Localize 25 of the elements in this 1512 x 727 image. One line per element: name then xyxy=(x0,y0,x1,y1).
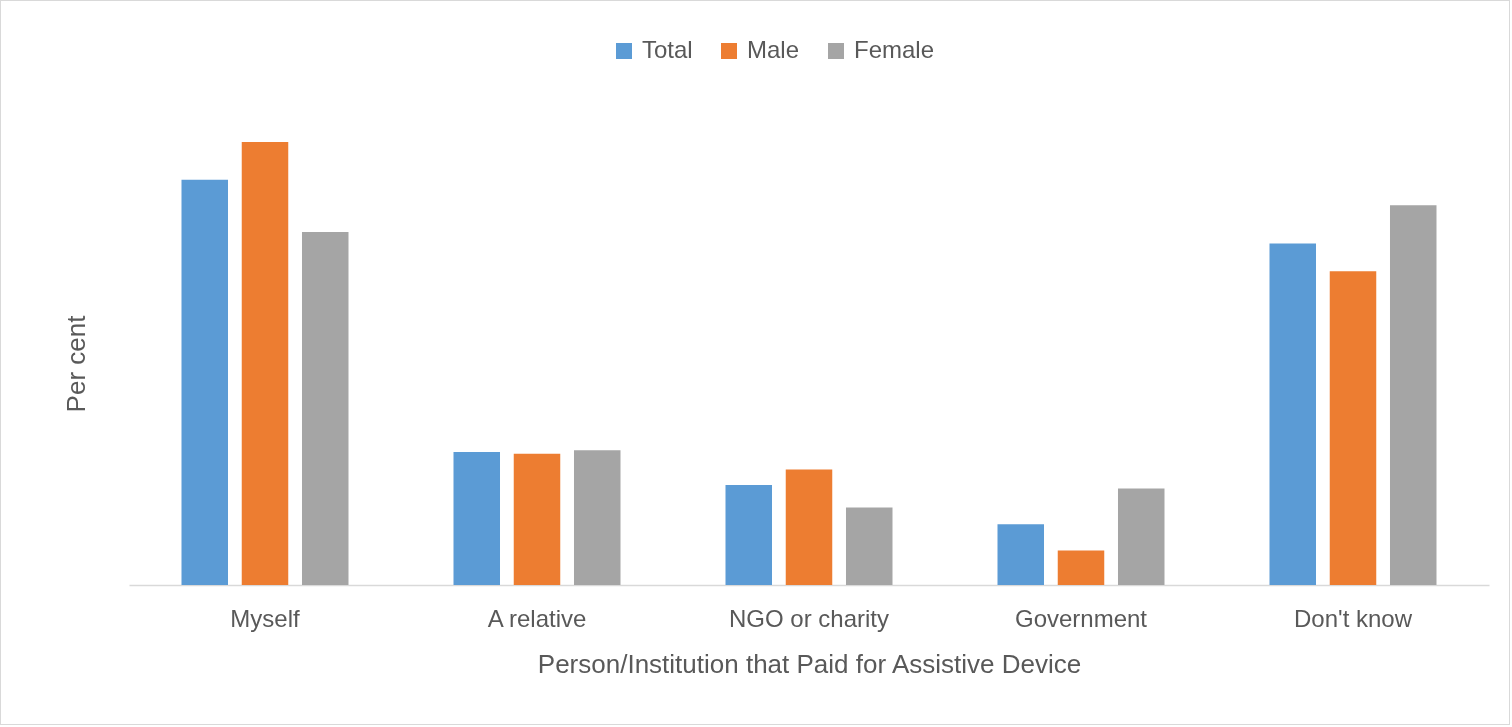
legend-label: Male xyxy=(747,36,800,63)
x-axis-title: Person/Institution that Paid for Assistive Device xyxy=(537,648,1082,679)
bar xyxy=(1329,271,1377,585)
bar xyxy=(1269,243,1317,585)
bar xyxy=(453,452,501,585)
bar xyxy=(997,524,1045,585)
bar xyxy=(241,142,289,585)
x-tick-label: NGO or charity xyxy=(728,604,890,632)
y-axis-title: Per cent xyxy=(60,314,91,413)
legend-label: Total xyxy=(642,36,693,63)
bar xyxy=(513,453,561,585)
x-tick-label: Don't know xyxy=(1294,604,1413,632)
bar xyxy=(573,450,621,585)
x-tick-label: A relative xyxy=(487,604,587,632)
bar xyxy=(1389,205,1437,585)
bar xyxy=(181,179,229,585)
bar xyxy=(845,507,893,585)
bar xyxy=(785,469,833,585)
legend-label: Female xyxy=(854,36,935,63)
bar xyxy=(725,484,773,585)
bar xyxy=(301,231,349,585)
x-tick-label: Government xyxy=(1014,604,1148,632)
x-tick-label: Myself xyxy=(230,604,300,632)
bar xyxy=(1117,488,1165,585)
bar xyxy=(1057,550,1105,585)
